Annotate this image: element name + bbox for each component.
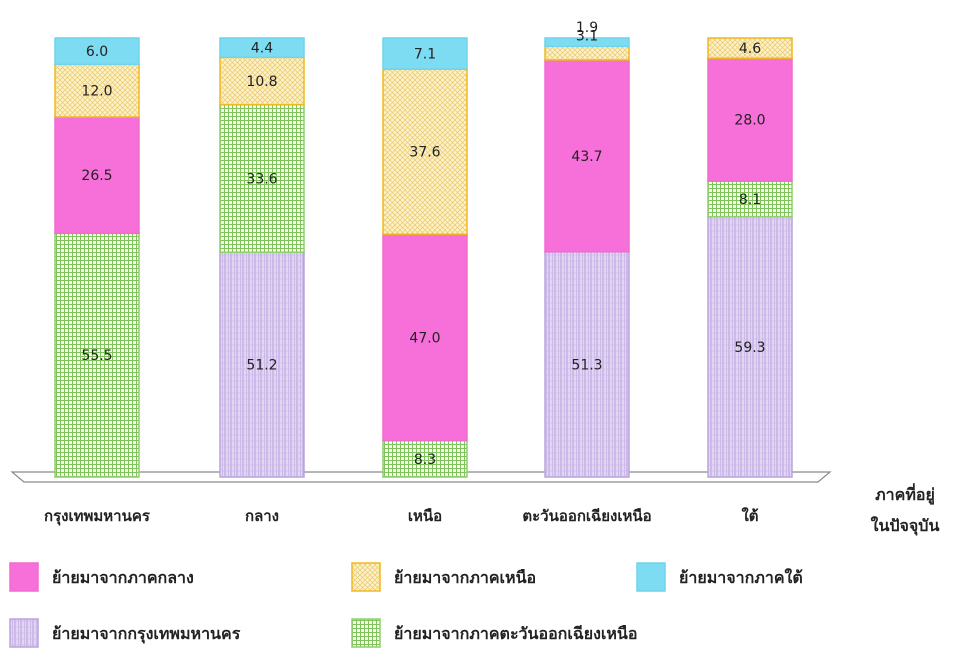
legend-label-ne: ย้ายมาจากภาคตะวันออกเฉียงเหนือ (394, 624, 637, 643)
data-label-bkk-3: 51.3 (571, 357, 602, 373)
data-label-ne-1: 33.6 (246, 171, 277, 187)
data-label-south-2: 7.1 (414, 47, 436, 63)
bar-segment-south-2 (382, 37, 468, 70)
category-label-0: กรุงเทพมหานคร (44, 507, 151, 526)
legend-swatch-north (351, 562, 381, 592)
bar-segment-central-3 (544, 59, 630, 253)
data-label-north-0: 12.0 (81, 84, 112, 100)
data-label-north-3: 3.1 (576, 28, 598, 44)
data-label-ne-2: 8.3 (414, 452, 436, 468)
x-axis-title-line1: ภาคที่อยู่ (875, 483, 935, 506)
bar-segment-south-1 (219, 37, 305, 59)
bar-segment-south-3 (544, 37, 630, 48)
legend-item-central: ย้ายมาจากภาคกลาง (9, 562, 194, 592)
data-label-north-1: 10.8 (246, 74, 277, 90)
bar-segment-ne-1 (219, 103, 305, 253)
data-label-bkk-1: 51.2 (246, 358, 277, 374)
bars-group (54, 37, 793, 478)
legend-item-bkk: ย้ายมาจากกรุงเทพมหานคร (9, 618, 241, 648)
bar-segment-bkk-3 (544, 251, 630, 478)
bar-segment-north-4 (707, 37, 793, 59)
category-label-3: ตะวันออกเฉียงเหนือ (522, 507, 651, 525)
x-axis-title-line2: ในปัจจุบัน (871, 516, 940, 536)
legend-swatch-bkk (9, 618, 39, 648)
legend-item-north: ย้ายมาจากภาคเหนือ (351, 562, 536, 592)
bar-segment-south-0 (54, 37, 140, 66)
legend: ย้ายมาจากภาคกลาง ย้ายมาจากภาคเหนือ ย้ายมาจ… (9, 562, 803, 648)
category-label-4: ใต้ (741, 507, 758, 525)
legend-swatch-ne (351, 618, 381, 648)
bar-segment-central-4 (707, 57, 793, 182)
data-label-south-3: 1.9 (576, 20, 598, 36)
data-label-central-0: 26.5 (81, 168, 112, 184)
bar-segment-bkk-4 (707, 215, 793, 478)
data-label-central-3: 43.7 (571, 149, 602, 165)
data-label-central-2: 47.0 (409, 330, 440, 346)
legend-swatch-central (9, 562, 39, 592)
data-label-south-0: 6.0 (86, 44, 108, 60)
legend-item-south: ย้ายมาจากภาคใต้ (636, 562, 803, 592)
legend-item-ne: ย้ายมาจากภาคตะวันออกเฉียงเหนือ (351, 618, 637, 648)
data-label-central-4: 28.0 (734, 113, 765, 129)
bar-segment-north-0 (54, 63, 140, 118)
bar-segment-central-0 (54, 116, 140, 235)
bar-segment-bkk-1 (219, 251, 305, 478)
data-label-ne-4: 8.1 (739, 192, 761, 208)
segment-labels-group: 55.5 26.5 12.0 6.0 51.2 33.6 10.8 4.4 8.3 47.0 37.… (81, 20, 765, 468)
bar-segment-north-1 (219, 56, 305, 106)
legend-swatch-south (636, 562, 666, 592)
data-label-north-2: 37.6 (409, 145, 440, 161)
legend-label-north: ย้ายมาจากภาคเหนือ (394, 568, 536, 587)
data-label-north-4: 4.6 (739, 41, 761, 57)
data-label-ne-0: 55.5 (81, 348, 112, 364)
category-label-1: กลาง (245, 507, 279, 525)
bar-segment-central-2 (382, 233, 468, 442)
category-labels-group: กรุงเทพมหานคร กลาง เหนือ ตะวันออกเฉียงเหนือ… (44, 507, 759, 526)
legend-label-central: ย้ายมาจากภาคกลาง (52, 568, 194, 587)
bar-segment-ne-4 (707, 180, 793, 218)
legend-label-bkk: ย้ายมาจากกรุงเทพมหานคร (52, 624, 241, 644)
bar-segment-ne-2 (382, 439, 468, 478)
bar-segment-ne-0 (54, 232, 140, 478)
category-label-2: เหนือ (408, 507, 442, 525)
data-label-bkk-4: 59.3 (734, 340, 765, 356)
legend-label-south: ย้ายมาจากภาคใต้ (679, 568, 803, 587)
bar-segment-north-2 (382, 68, 468, 235)
bar-segment-north-3 (544, 45, 630, 61)
data-label-south-1: 4.4 (251, 41, 273, 57)
